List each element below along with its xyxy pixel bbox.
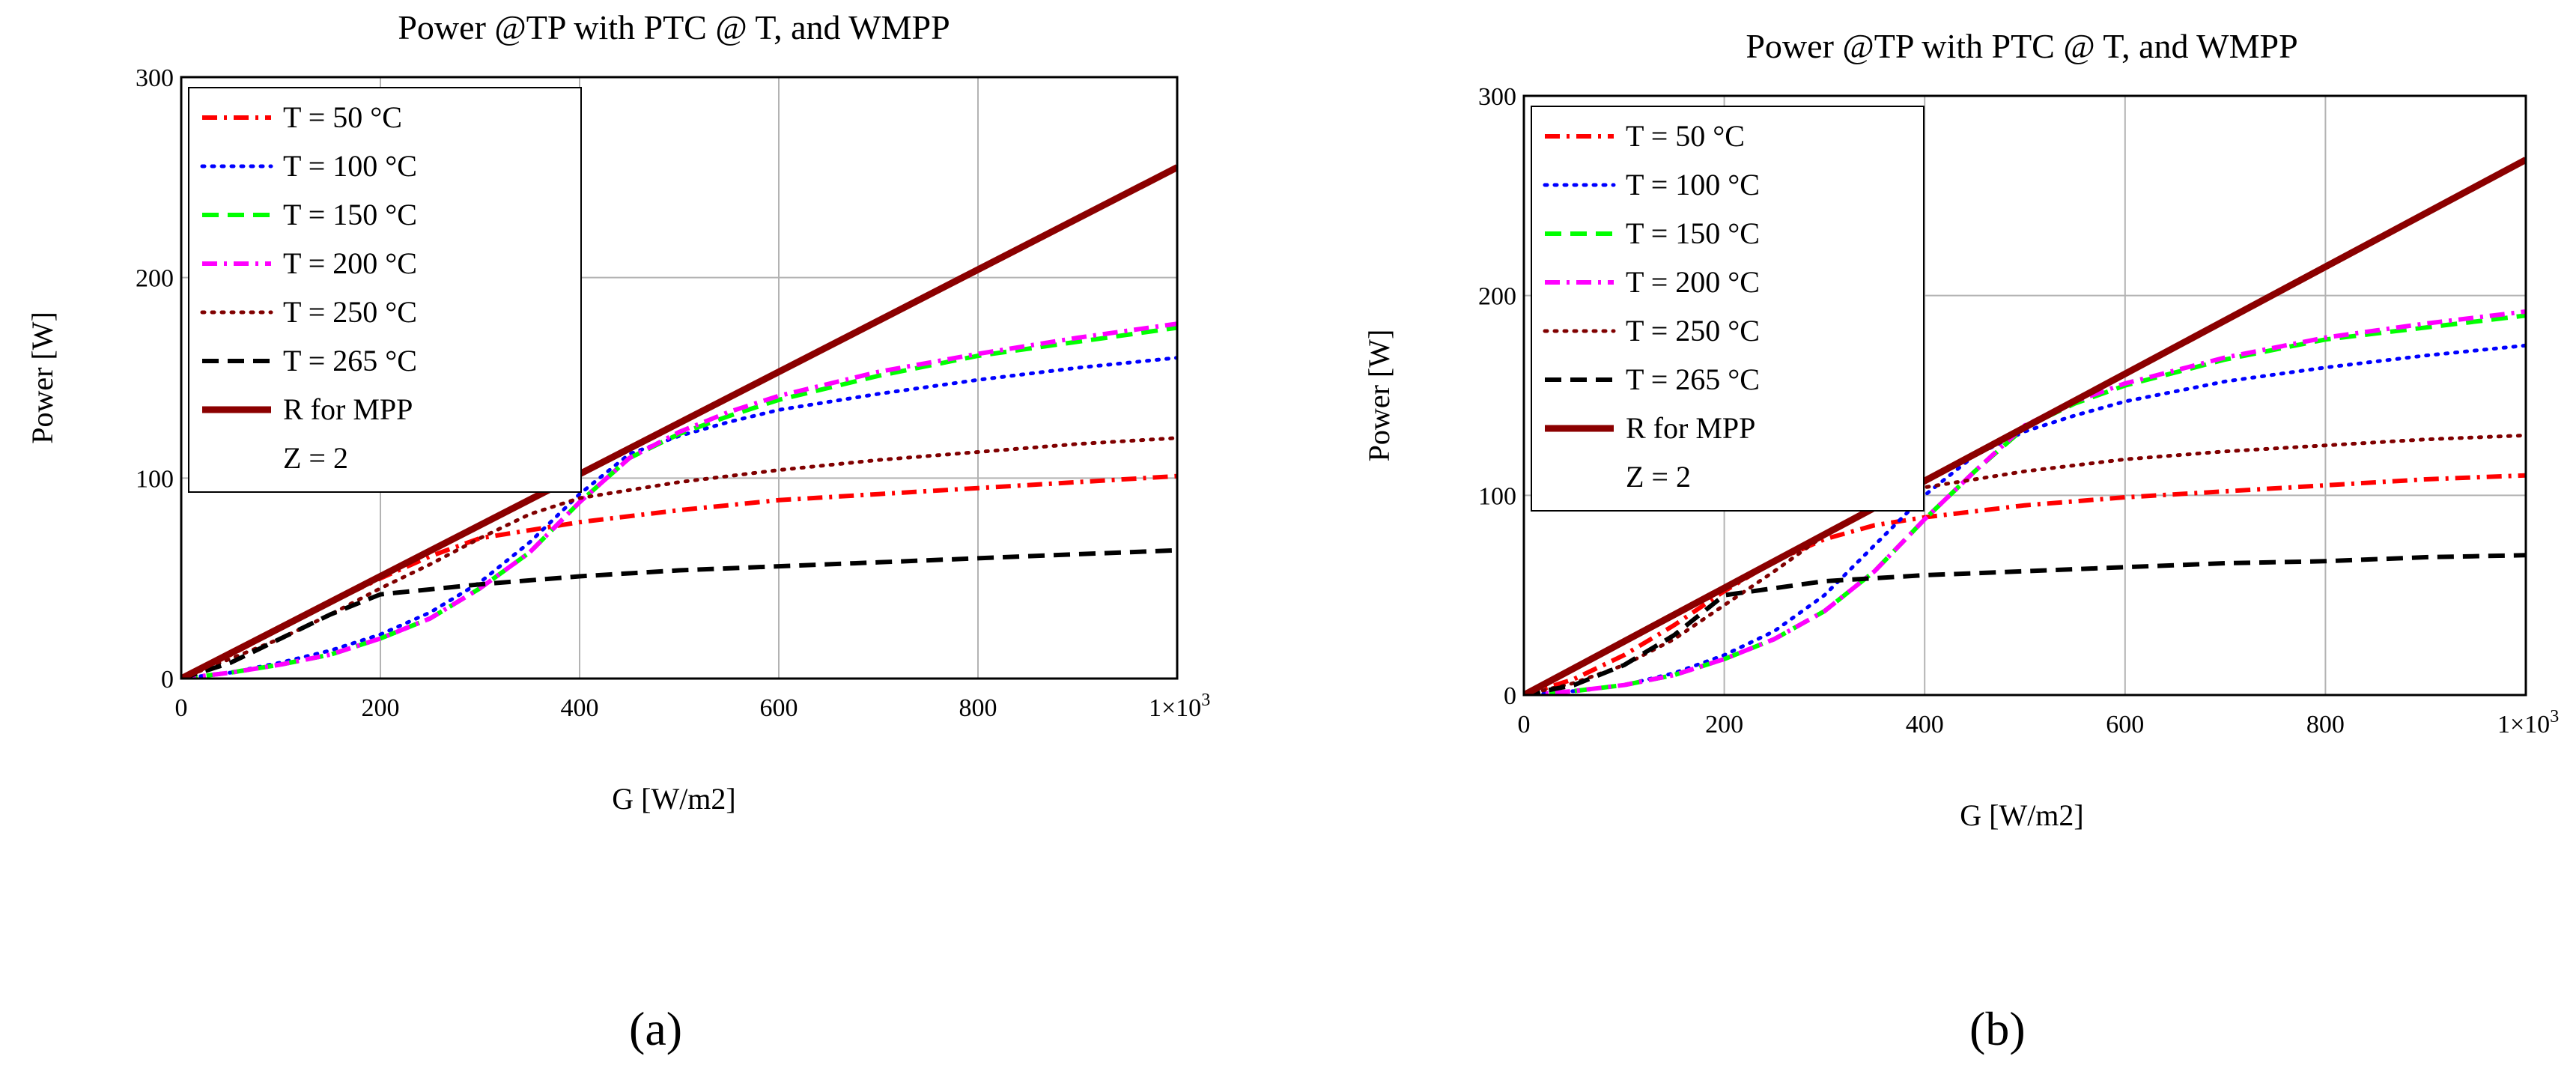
- series-group: [181, 164, 1177, 679]
- y-tick-label: 300: [1478, 83, 1516, 111]
- x-tick-label: 800: [959, 694, 997, 722]
- legend-label: T = 50 °C: [283, 100, 402, 134]
- series-line: [181, 164, 1177, 679]
- legend-box: [188, 87, 582, 493]
- legend-label: T = 150 °C: [283, 198, 417, 231]
- legend-label: R for MPP: [1626, 411, 1755, 445]
- x-tick-label: 400: [561, 694, 599, 722]
- x-tick-label: 200: [1705, 711, 1743, 738]
- series-line: [1524, 553, 2526, 695]
- series-line: [181, 473, 1177, 679]
- x-tick-label-max-base: 1×10: [2497, 711, 2550, 738]
- y-axis-label: Power [W]: [1362, 330, 1396, 462]
- series-line: [1524, 309, 2526, 695]
- y-tick-label: 300: [136, 64, 174, 92]
- legend-label: T = 100 °C: [283, 149, 417, 183]
- legend-label: T = 200 °C: [1626, 265, 1760, 299]
- y-tick-label: 0: [161, 666, 174, 694]
- x-tick-label: 0: [1518, 711, 1531, 738]
- legend-label: T = 265 °C: [283, 344, 417, 377]
- panel-label: (a): [629, 1002, 682, 1055]
- series-line: [1524, 473, 2526, 695]
- chart-a: Power @TP with PTC @ T, and WMPP 0 200 400 6…: [25, 8, 1210, 1055]
- legend-note: Z = 2: [1626, 460, 1691, 494]
- x-axis-label: G [W/m2]: [1960, 798, 2084, 832]
- legend-label: T = 50 °C: [1626, 119, 1745, 153]
- x-tick-label: 200: [362, 694, 400, 722]
- x-tick-label: 0: [175, 694, 188, 722]
- y-tick-label: 200: [1478, 283, 1516, 311]
- x-tick-label: 600: [2106, 711, 2144, 738]
- x-tick-label: 600: [760, 694, 798, 722]
- legend-label: T = 250 °C: [283, 295, 417, 329]
- panel-label: (b): [1969, 1002, 2026, 1055]
- y-tick-label: 200: [136, 265, 174, 293]
- legend-label: T = 200 °C: [283, 246, 417, 280]
- x-tick-label: 400: [1906, 711, 1944, 738]
- x-tick-label-max: 1×103: [2497, 707, 2559, 738]
- x-axis-label: G [W/m2]: [612, 782, 736, 816]
- series-line: [181, 321, 1177, 679]
- legend-label: T = 100 °C: [1626, 168, 1760, 201]
- legend-label: T = 150 °C: [1626, 216, 1760, 250]
- legend-label: T = 250 °C: [1626, 314, 1760, 348]
- y-tick-label: 100: [1478, 482, 1516, 510]
- series-line: [1524, 157, 2526, 695]
- series-line: [181, 547, 1177, 679]
- legend-box: [1531, 106, 1925, 512]
- chart-title: Power @TP with PTC @ T, and WMPP: [398, 8, 950, 46]
- plot-frame: [180, 76, 1179, 680]
- legend-label: T = 265 °C: [1626, 362, 1760, 396]
- series-line: [181, 356, 1177, 679]
- x-tick-label-max-exp: 3: [2550, 707, 2559, 726]
- x-tick-label-max-base: 1×10: [1149, 694, 1201, 722]
- x-tick-label-max: 1×103: [1149, 691, 1210, 722]
- y-tick-label: 100: [136, 465, 174, 493]
- series-line: [181, 436, 1177, 679]
- legend-label: R for MPP: [283, 392, 413, 426]
- plot-frame: [1522, 94, 2527, 697]
- legend-note: Z = 2: [283, 441, 348, 475]
- y-axis-label: Power [W]: [25, 312, 59, 444]
- x-tick-label-max-exp: 3: [1201, 691, 1210, 710]
- chart-title: Power @TP with PTC @ T, and WMPP: [1746, 27, 2297, 65]
- x-tick-label: 800: [2306, 711, 2345, 738]
- y-tick-label: 0: [1504, 682, 1516, 710]
- chart-b: Power @TP with PTC @ T, and WMPP 0 200 400 6…: [1362, 27, 2559, 1055]
